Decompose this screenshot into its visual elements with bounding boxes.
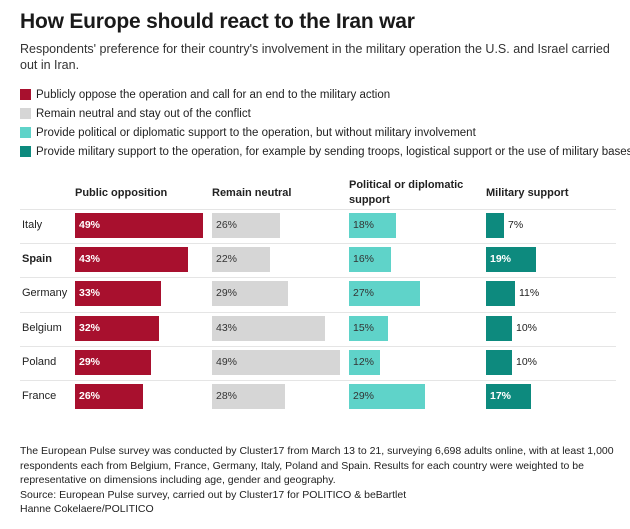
- value-label-political-spain: 16%: [353, 253, 375, 266]
- country-label-france: France: [22, 390, 57, 402]
- bar-political-germany: [349, 281, 420, 307]
- bar-neutral-italy: [212, 213, 280, 238]
- source-note: Source: European Pulse survey, carried o…: [20, 488, 407, 501]
- bar-opposition-belgium: [75, 315, 159, 341]
- value-label-political-italy: 18%: [353, 219, 375, 231]
- value-label-neutral-italy: 26%: [216, 219, 238, 231]
- value-label-opposition-spain: 43%: [79, 253, 101, 266]
- country-label-poland: Poland: [22, 355, 57, 368]
- footer-notes: The European Pulse survey was conducted …: [20, 444, 620, 517]
- row-divider: [20, 311, 616, 313]
- legend-label-neutral: Remain neutral and stay out of the confl…: [36, 108, 251, 120]
- legend-swatch-political: [20, 127, 31, 138]
- bar-neutral-poland: [212, 349, 340, 375]
- legend-swatch-military: [20, 146, 31, 157]
- row-divider: [20, 277, 616, 279]
- bar-opposition-germany: [75, 281, 161, 307]
- value-label-neutral-france: 28%: [216, 390, 238, 402]
- legend-item-opposition: Publicly oppose the operation and call f…: [20, 88, 625, 107]
- bar-military-france: [486, 384, 531, 409]
- bar-political-poland: [349, 349, 380, 375]
- country-label-germany: Germany: [22, 287, 68, 300]
- legend-item-military: Provide military support to the operatio…: [20, 145, 630, 164]
- value-label-military-germany: 11%: [519, 287, 540, 300]
- bar-military-belgium: [486, 315, 512, 341]
- bar-opposition-france: [75, 384, 143, 409]
- value-label-political-belgium: 15%: [353, 321, 375, 334]
- row-divider: [20, 209, 616, 210]
- bar-opposition-spain: [75, 247, 188, 273]
- bar-political-france: [349, 384, 425, 409]
- value-label-neutral-spain: 22%: [216, 253, 238, 266]
- value-label-neutral-germany: 29%: [216, 287, 238, 300]
- value-label-opposition-poland: 29%: [79, 355, 101, 368]
- chart-subtitle: Respondents' preference for their countr…: [20, 42, 610, 72]
- legend: Publicly oppose the operation and call f…: [20, 88, 630, 164]
- bar-military-spain: [486, 247, 536, 273]
- value-label-opposition-italy: 49%: [79, 219, 101, 231]
- chart-title: How Europe should react to the Iran war: [20, 10, 415, 33]
- bar-opposition-poland: [75, 349, 151, 375]
- value-label-opposition-germany: 33%: [79, 287, 101, 300]
- legend-swatch-neutral: [20, 108, 31, 119]
- country-label-italy: Italy: [22, 219, 43, 231]
- legend-label-political: Provide political or diplomatic support …: [36, 127, 476, 139]
- value-label-military-poland: 10%: [516, 355, 538, 368]
- column-header-political: Political or diplomatic support: [349, 179, 464, 206]
- bar-military-germany: [486, 281, 515, 307]
- country-label-spain: Spain: [22, 253, 52, 266]
- value-label-political-germany: 27%: [353, 287, 375, 300]
- bar-opposition-italy: [75, 213, 203, 238]
- bar-military-poland: [486, 349, 512, 375]
- legend-item-political: Provide political or diplomatic support …: [20, 126, 625, 145]
- value-label-military-italy: 7%: [508, 219, 524, 231]
- bar-political-spain: [349, 247, 391, 273]
- value-label-neutral-belgium: 43%: [216, 321, 238, 334]
- legend-label-opposition: Publicly oppose the operation and call f…: [36, 89, 391, 101]
- value-label-neutral-poland: 49%: [216, 355, 238, 368]
- value-label-political-france: 29%: [353, 390, 375, 402]
- bar-neutral-belgium: [212, 315, 325, 341]
- row-divider: [20, 243, 616, 245]
- value-label-military-belgium: 10%: [516, 321, 538, 334]
- country-label-belgium: Belgium: [22, 321, 62, 334]
- column-header-opposition: Public opposition: [75, 187, 168, 199]
- legend-item-neutral: Remain neutral and stay out of the confl…: [20, 107, 625, 126]
- value-label-opposition-france: 26%: [79, 390, 101, 402]
- column-header-neutral: Remain neutral: [212, 187, 292, 199]
- bar-political-belgium: [349, 315, 388, 341]
- bar-neutral-spain: [212, 247, 270, 273]
- bar-military-italy: [486, 213, 504, 238]
- value-label-political-poland: 12%: [353, 355, 375, 368]
- value-label-military-france: 17%: [490, 390, 512, 402]
- legend-label-military: Provide military support to the operatio…: [36, 146, 630, 158]
- value-label-military-spain: 19%: [490, 253, 512, 266]
- methodology-note: The European Pulse survey was conducted …: [20, 445, 614, 486]
- row-divider: [20, 380, 616, 381]
- credit-note: Hanne Cokelaere/POLITICO: [20, 503, 154, 515]
- legend-swatch-opposition: [20, 89, 31, 100]
- value-label-opposition-belgium: 32%: [79, 321, 101, 334]
- bar-neutral-germany: [212, 281, 288, 307]
- bar-political-italy: [349, 213, 396, 238]
- column-header-military: Military support: [486, 187, 569, 199]
- row-divider: [20, 345, 616, 347]
- bar-neutral-france: [212, 384, 285, 409]
